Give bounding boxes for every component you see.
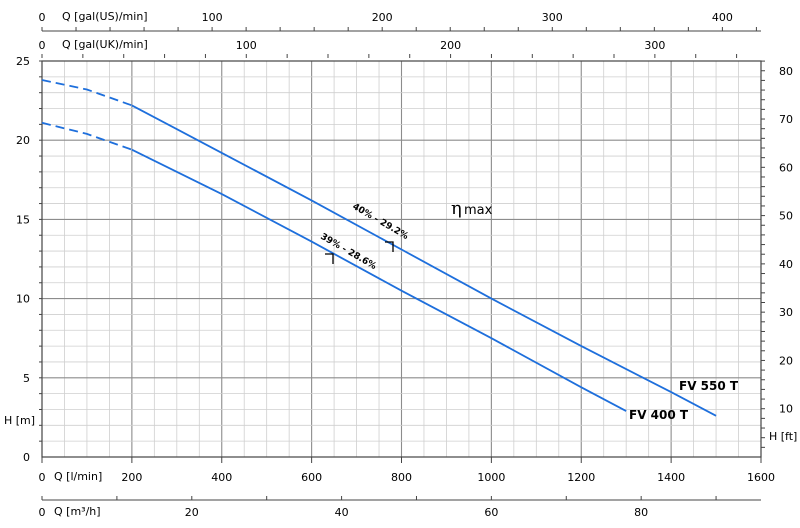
x-m3h-tick-label: 60: [484, 506, 498, 519]
series-dashed-fv550: [41, 79, 133, 107]
x-tick-label: 1000: [477, 471, 505, 484]
x-tick-label: 400: [211, 471, 232, 484]
x-axis-uk-label: Q [gal(UK)/min]: [62, 38, 148, 51]
series-label-fv400: FV 400 T: [629, 408, 689, 422]
x-m3h-tick-label: 0: [39, 506, 46, 519]
y-axis-ft-label: H [ft]: [769, 430, 797, 443]
x-us-tick-label: 400: [712, 11, 733, 24]
x-tick-label: 1600: [747, 471, 775, 484]
x-uk-tick-label: 0: [39, 39, 46, 52]
series-lines: [41, 79, 717, 417]
efficiency-marker-fv400: [325, 253, 334, 264]
y-tick-label: 10: [16, 293, 30, 306]
x-us-tick-label: 0: [39, 11, 46, 24]
y-ft-tick-label: 30: [779, 306, 793, 319]
eta-subscript: max: [464, 203, 493, 218]
x-us-tick-label: 300: [542, 11, 563, 24]
x-us-tick-label: 200: [372, 11, 393, 24]
grid: [42, 61, 761, 457]
efficiency-label-fv400: 39% - 28.6%: [319, 232, 378, 272]
x-axis-m3h-label: Q [m³/h]: [54, 505, 101, 518]
x-tick-label: 1400: [657, 471, 685, 484]
y-ft-tick-label: 20: [779, 354, 793, 367]
x-axis-us-label: Q [gal(US)/min]: [62, 10, 148, 23]
y-tick-label: 25: [16, 55, 30, 68]
eta-symbol: η: [451, 198, 462, 219]
x-uk-tick-label: 200: [440, 39, 461, 52]
x-m3h-tick-label: 40: [335, 506, 349, 519]
y-ft-tick-label: 70: [779, 113, 793, 126]
x-tick-label: 600: [301, 471, 322, 484]
x-m3h-tick-label: 20: [185, 506, 199, 519]
y-axis-m-label: H [m]: [4, 414, 35, 427]
series-line-fv400: [131, 148, 627, 412]
series-label-fv550: FV 550 T: [679, 379, 739, 393]
plot-frame: [39, 27, 765, 501]
x-tick-label: 800: [391, 471, 412, 484]
y-tick-label: 15: [16, 213, 30, 226]
series-line-fv550: [131, 104, 717, 417]
series-dashed-fv400: [41, 121, 133, 151]
y-ft-tick-label: 80: [779, 65, 793, 78]
y-ft-tick-label: 60: [779, 161, 793, 174]
x-axis-lmin-label: Q [l/min]: [54, 470, 102, 483]
x-us-tick-label: 100: [202, 11, 223, 24]
x-tick-label: 0: [39, 471, 46, 484]
efficiency-marker-fv550: [385, 241, 394, 252]
x-tick-label: 200: [121, 471, 142, 484]
x-tick-label: 1200: [567, 471, 595, 484]
y-tick-label: 0: [23, 451, 30, 464]
x-uk-tick-label: 100: [236, 39, 257, 52]
y-ft-tick-label: 10: [779, 403, 793, 416]
x-m3h-tick-label: 80: [634, 506, 648, 519]
y-ft-tick-label: 50: [779, 210, 793, 223]
y-tick-label: 20: [16, 134, 30, 147]
x-uk-tick-label: 300: [644, 39, 665, 52]
y-ft-tick-label: 40: [779, 258, 793, 271]
y-tick-label: 5: [23, 372, 30, 385]
